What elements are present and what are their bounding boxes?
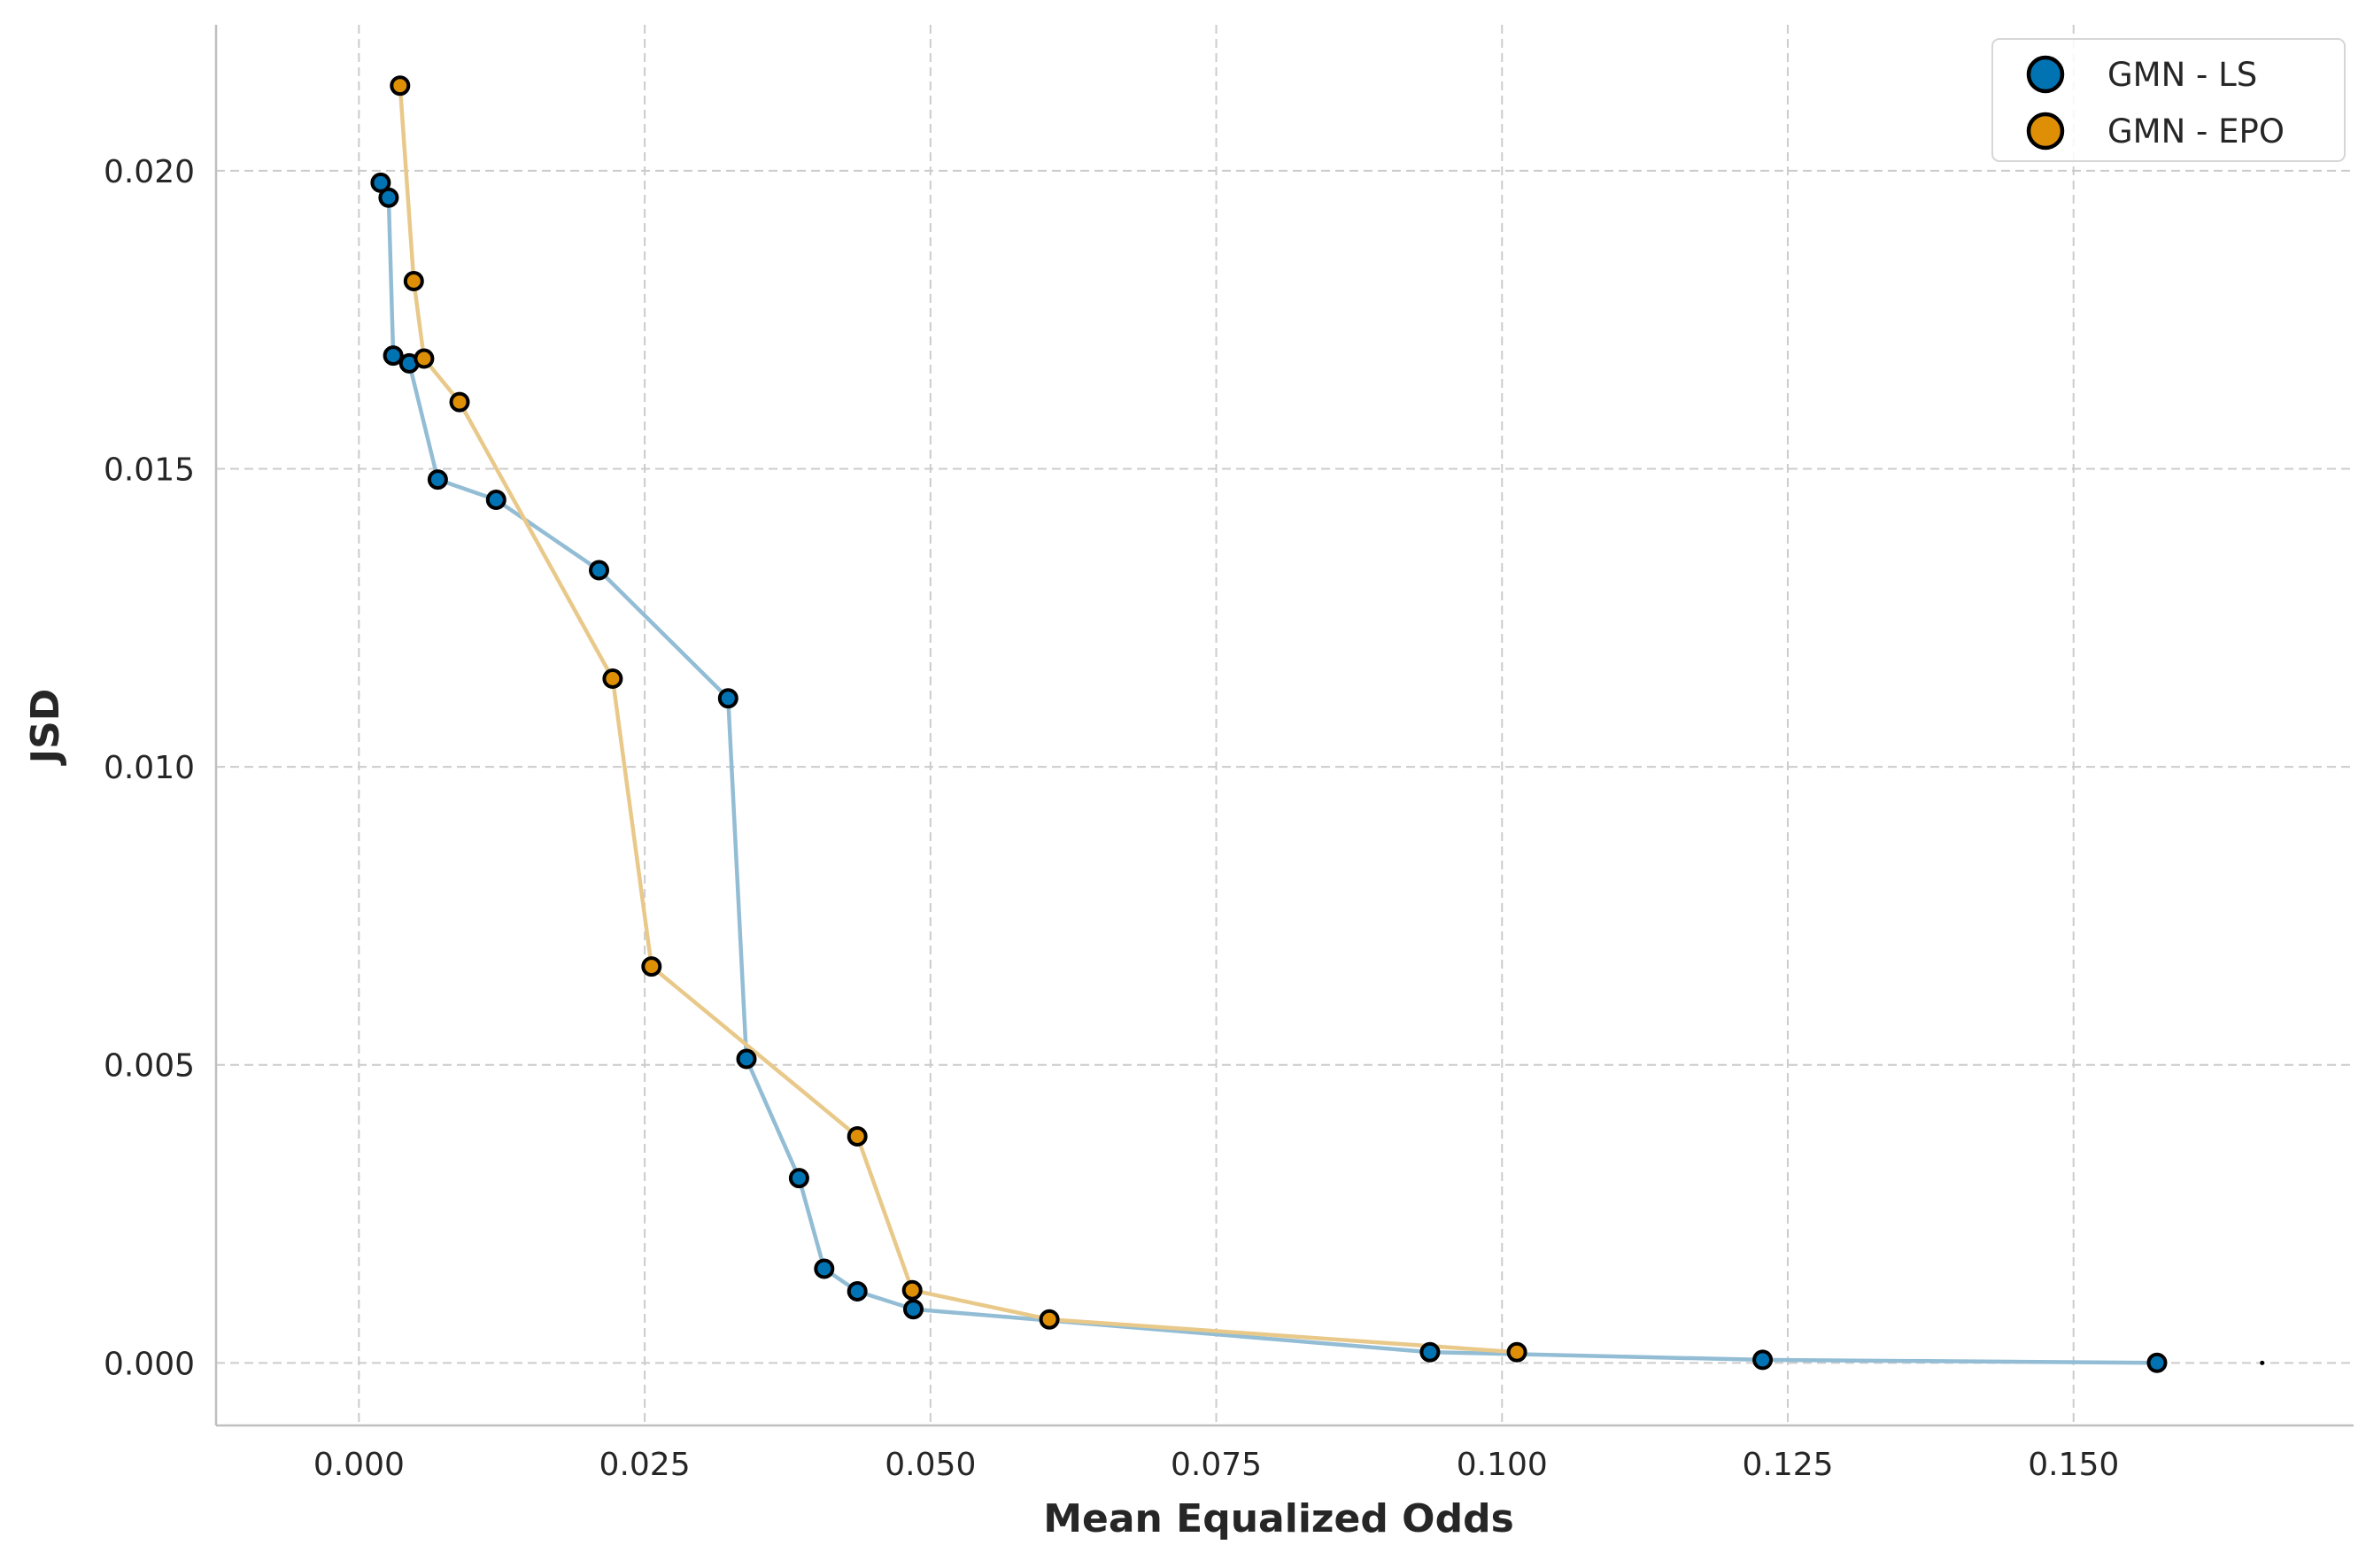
y-tick-label: 0.000 bbox=[104, 1346, 195, 1382]
y-tick-label: 0.010 bbox=[104, 750, 195, 786]
series-1-point bbox=[814, 1258, 835, 1279]
series-1-point bbox=[427, 469, 448, 490]
series-1-point bbox=[847, 1281, 868, 1302]
x-tick-label: 0.075 bbox=[1171, 1447, 1262, 1483]
x-tick-label: 0.000 bbox=[313, 1447, 405, 1483]
x-tick-label: 0.150 bbox=[2028, 1447, 2119, 1483]
series-1-point bbox=[383, 345, 404, 367]
y-tick-label: 0.020 bbox=[104, 154, 195, 190]
series-1-point bbox=[370, 172, 391, 193]
legend-label-2: GMN - EPO bbox=[2107, 112, 2285, 151]
series-2-point bbox=[602, 668, 623, 689]
series-1-point bbox=[717, 688, 738, 709]
legend: GMN - LS GMN - EPO bbox=[1991, 38, 2346, 162]
y-gridlines bbox=[216, 169, 2354, 1364]
x-tick-label: 0.025 bbox=[599, 1447, 691, 1483]
series-line-1 bbox=[378, 182, 2158, 1365]
series-1-point bbox=[2146, 1352, 2168, 1373]
x-tick-label: 0.125 bbox=[1742, 1447, 1833, 1483]
legend-frame bbox=[1991, 38, 2346, 162]
series-2-point bbox=[414, 348, 435, 369]
x-gridlines bbox=[358, 25, 2075, 1425]
series-2-point bbox=[449, 391, 470, 413]
y-tick-label: 0.015 bbox=[104, 452, 195, 489]
stray-marker bbox=[2260, 1360, 2265, 1365]
legend-marker-1 bbox=[2026, 55, 2065, 94]
series-1-point bbox=[485, 490, 506, 510]
series-2-point bbox=[403, 271, 424, 291]
series-2-point bbox=[641, 956, 662, 977]
series-1-point bbox=[589, 560, 609, 581]
series-2-point bbox=[1506, 1341, 1527, 1363]
series-points bbox=[370, 75, 2168, 1373]
series-1-point bbox=[378, 187, 399, 208]
legend-marker-2 bbox=[2026, 112, 2065, 151]
y-axis-title: JSD bbox=[23, 689, 68, 767]
series-2-point bbox=[901, 1279, 923, 1301]
x-tick-label: 0.100 bbox=[1457, 1447, 1548, 1483]
x-tick-labels: 0.000 0.025 0.050 0.075 0.100 0.125 0.150 bbox=[313, 1447, 2119, 1483]
y-tick-label: 0.005 bbox=[104, 1048, 195, 1085]
y-tick-labels: 0.000 0.005 0.010 0.015 0.020 bbox=[104, 154, 195, 1382]
series-1-point bbox=[1752, 1349, 1774, 1371]
series-1-point bbox=[903, 1299, 924, 1320]
series-1-point bbox=[1419, 1341, 1441, 1363]
legend-label-1: GMN - LS bbox=[2107, 56, 2257, 94]
series-1-point bbox=[736, 1048, 757, 1070]
series-2-point bbox=[1039, 1309, 1060, 1330]
series-lines bbox=[378, 85, 2158, 1365]
stray-point bbox=[2260, 1360, 2265, 1365]
series-2-point bbox=[847, 1126, 868, 1147]
x-tick-label: 0.050 bbox=[885, 1447, 976, 1483]
series-2-point bbox=[390, 75, 411, 97]
series-line-2 bbox=[398, 85, 1518, 1355]
x-axis-title: Mean Equalized Odds bbox=[1043, 1496, 1514, 1541]
series-1-point bbox=[788, 1168, 809, 1189]
